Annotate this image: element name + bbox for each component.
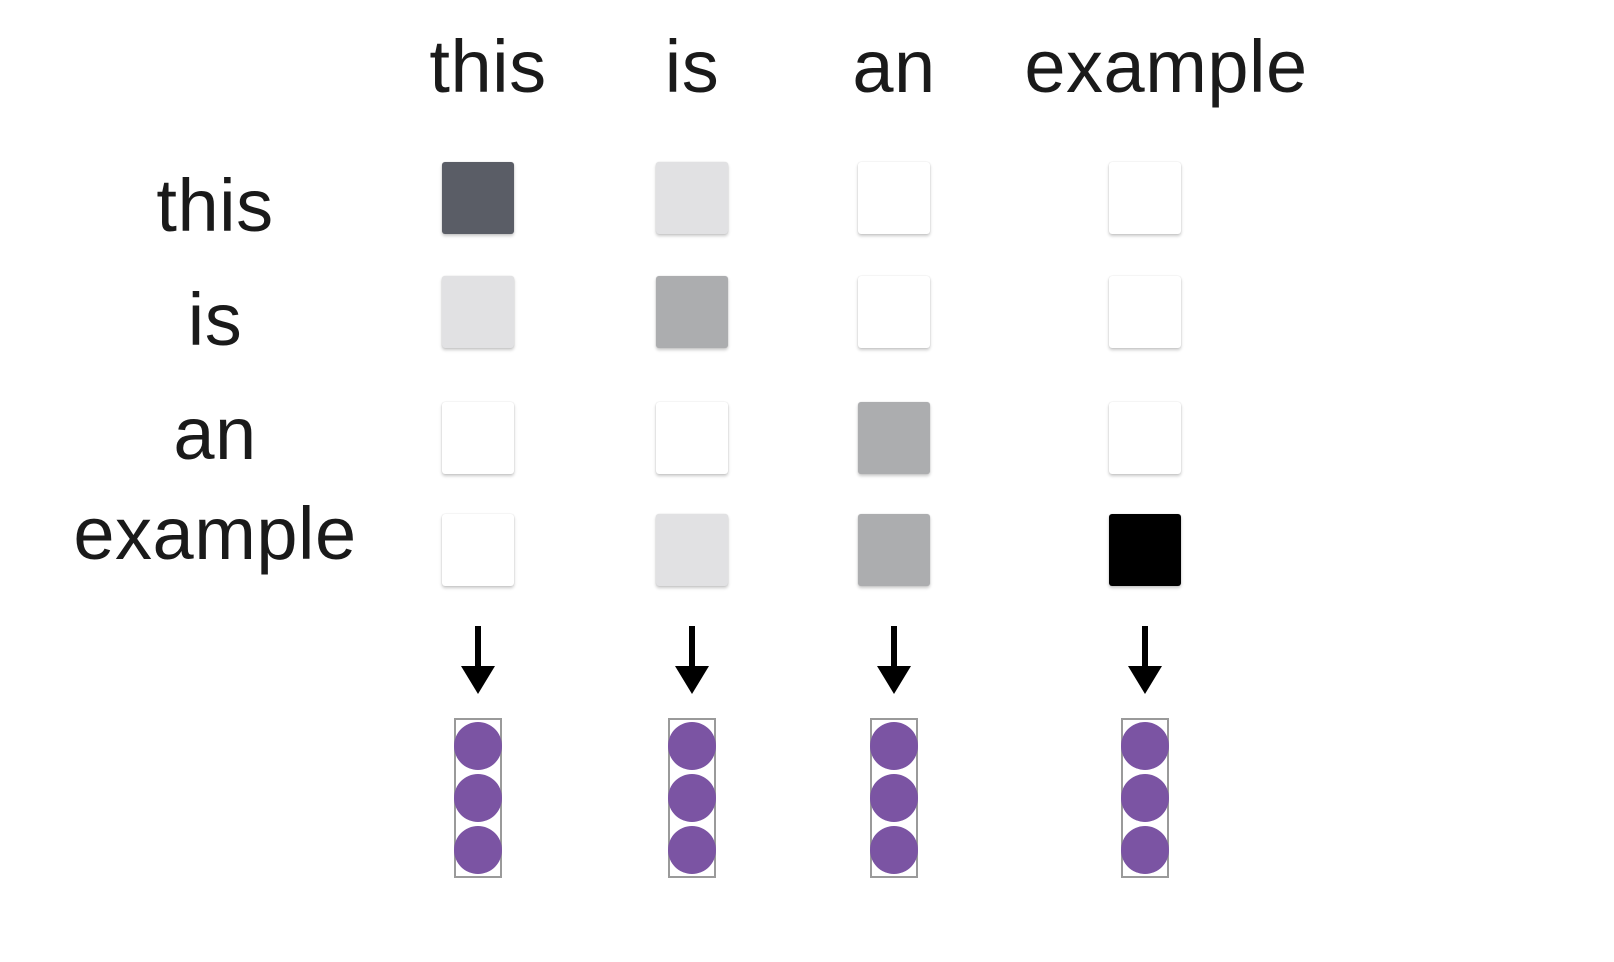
vector-circle (1121, 826, 1169, 874)
attention-cell (858, 276, 930, 348)
column-label-example: example (1024, 25, 1308, 108)
attention-cell (442, 514, 514, 586)
attention-cell (442, 162, 514, 234)
output-vector (454, 718, 502, 878)
row-label-is: is (187, 278, 243, 361)
vector-circle (454, 774, 502, 822)
column-label-this: this (429, 25, 547, 108)
arrow-down-icon (461, 626, 495, 694)
vector-circle (668, 722, 716, 770)
vector-circle (454, 722, 502, 770)
output-vector (870, 718, 918, 878)
attention-cell (656, 276, 728, 348)
vector-circle (870, 722, 918, 770)
column-label-an: an (852, 25, 936, 108)
row-label-this: this (156, 164, 274, 247)
attention-cell (858, 514, 930, 586)
vector-circle (870, 774, 918, 822)
attention-cell (1109, 162, 1181, 234)
attention-cell (858, 162, 930, 234)
attention-cell (656, 514, 728, 586)
vector-circle (668, 774, 716, 822)
attention-cell (858, 402, 930, 474)
vector-circle (1121, 774, 1169, 822)
vector-circle (454, 826, 502, 874)
attention-cell (656, 402, 728, 474)
attention-cell (1109, 402, 1181, 474)
attention-cell (1109, 276, 1181, 348)
row-label-example: example (73, 492, 357, 575)
vector-circle (1121, 722, 1169, 770)
attention-cell (1109, 514, 1181, 586)
row-label-an: an (173, 392, 257, 475)
vector-circle (870, 826, 918, 874)
arrow-down-icon (675, 626, 709, 694)
attention-cell (442, 276, 514, 348)
arrow-down-icon (1128, 626, 1162, 694)
column-label-is: is (664, 25, 720, 108)
arrow-down-icon (877, 626, 911, 694)
output-vector (668, 718, 716, 878)
attention-cell (656, 162, 728, 234)
vector-circle (668, 826, 716, 874)
attention-cell (442, 402, 514, 474)
output-vector (1121, 718, 1169, 878)
